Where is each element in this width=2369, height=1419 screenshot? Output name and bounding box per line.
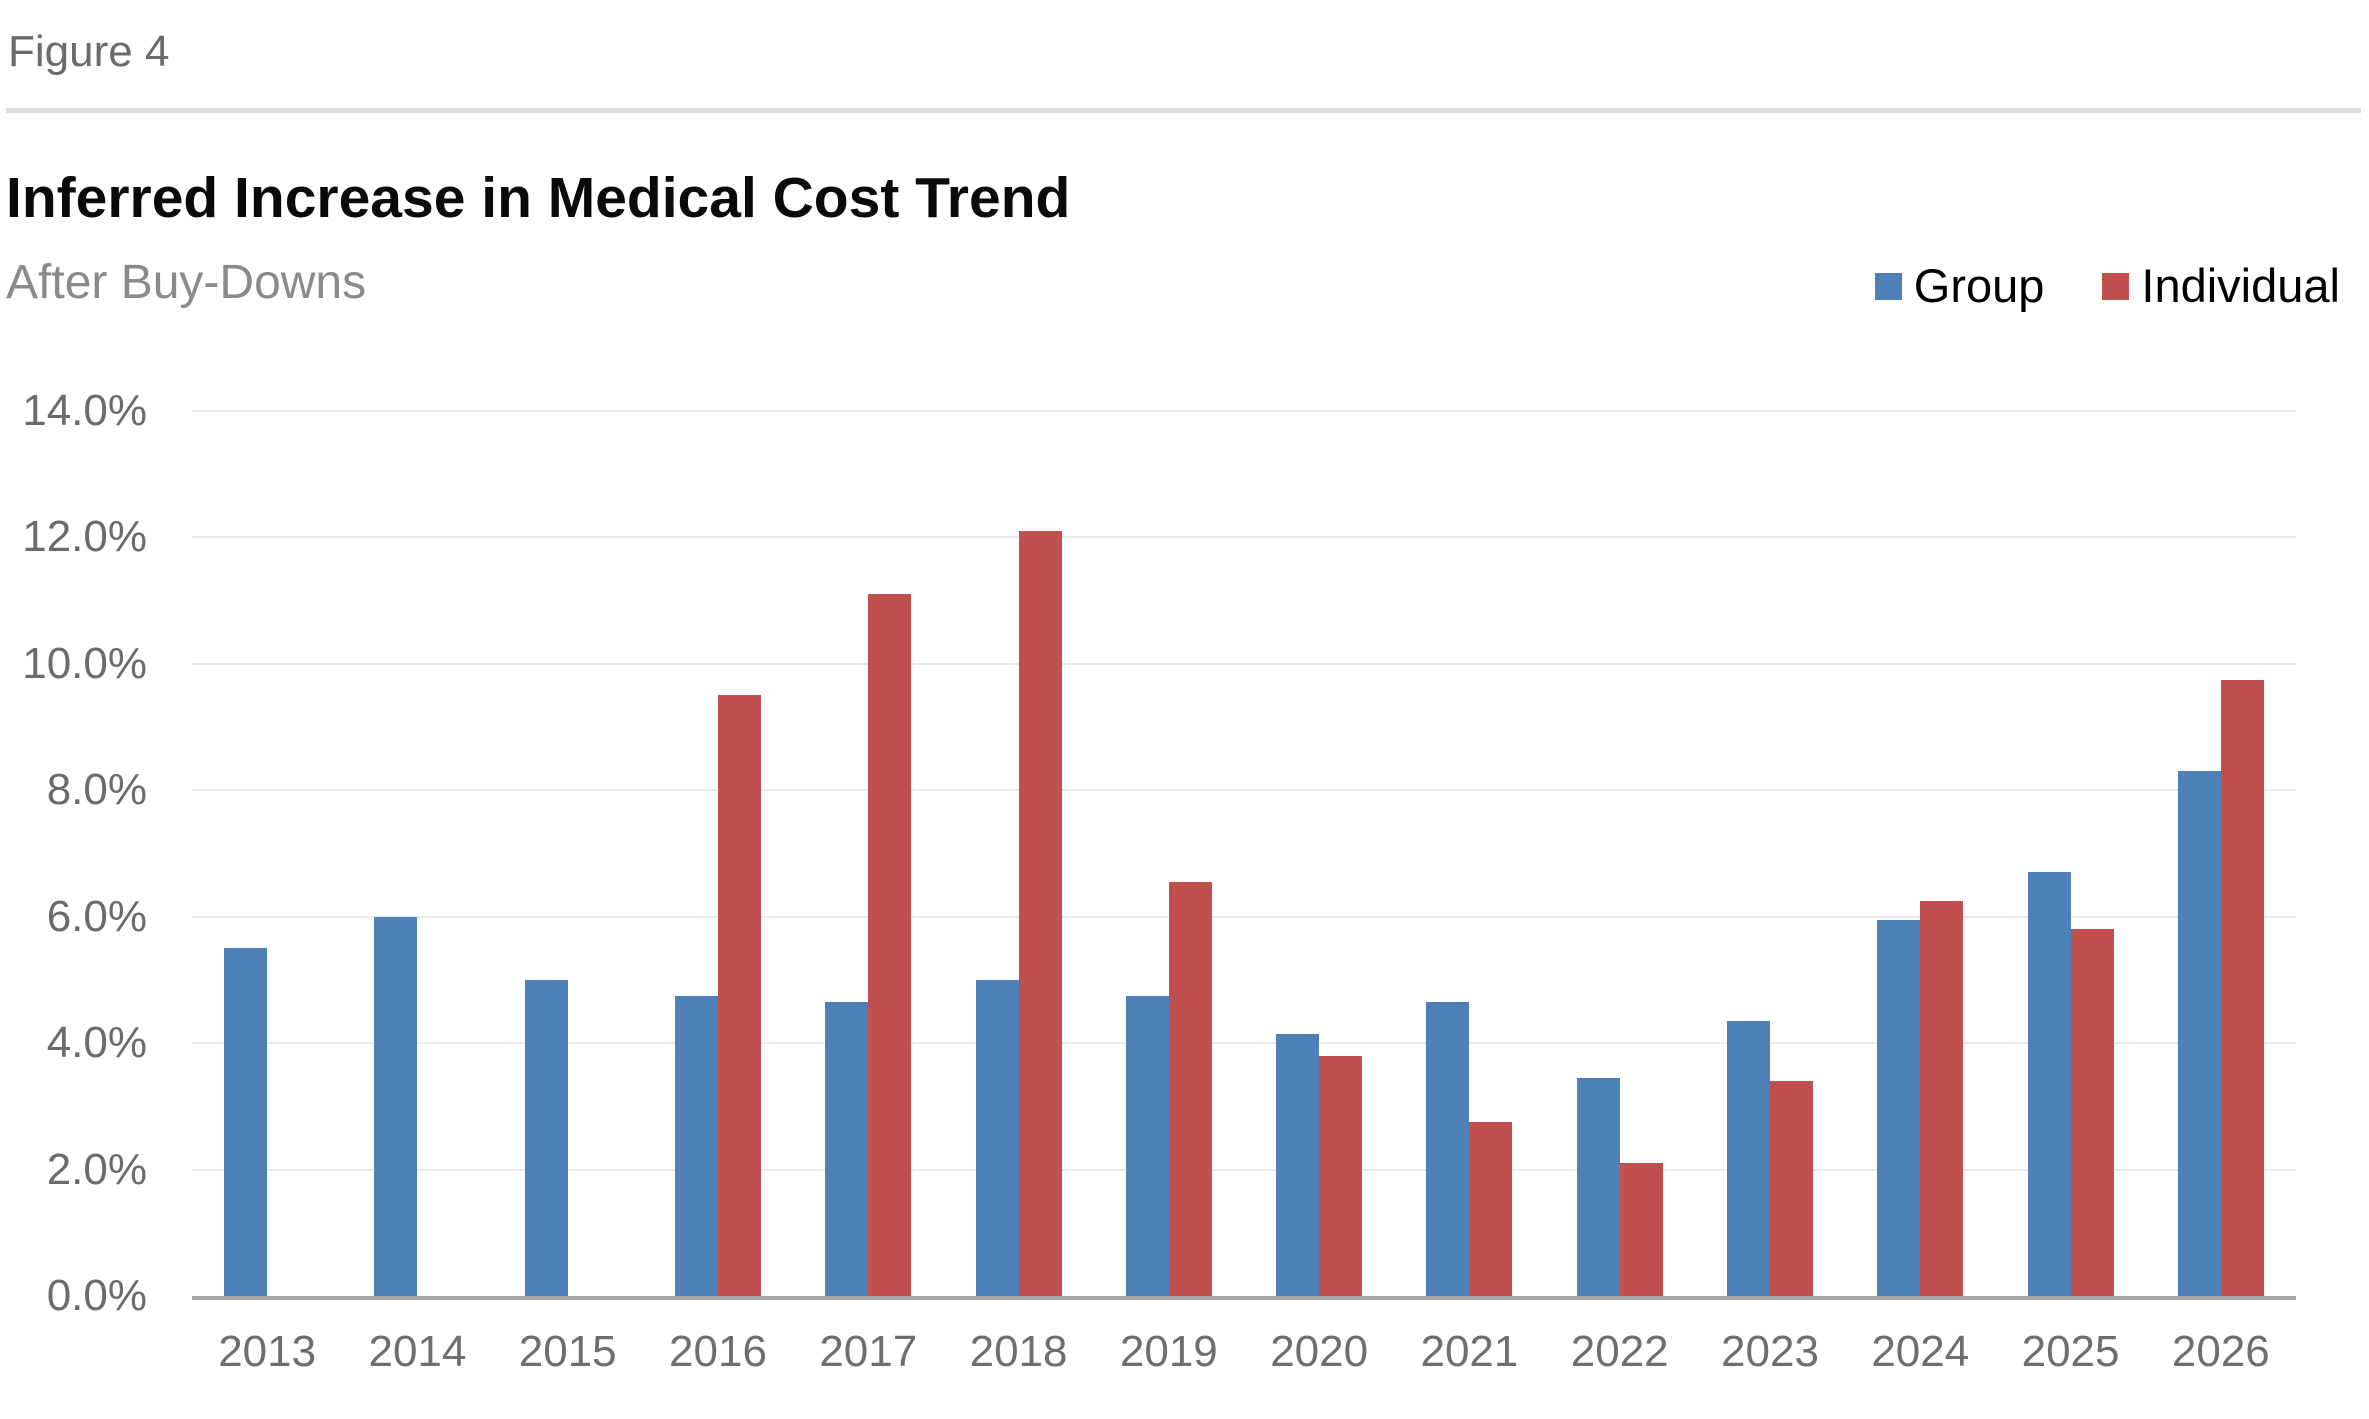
bar-individual-2025: [2070, 929, 2114, 1296]
header-divider: [6, 108, 2361, 113]
x-axis-tick-label-2013: 2013: [218, 1327, 317, 1376]
bar-individual-2023: [1770, 1081, 1813, 1296]
bar-individual-2022: [1619, 1163, 1663, 1296]
gridline-14.0%: [192, 410, 2296, 412]
bar-individual-2021: [1469, 1122, 1513, 1296]
chart-title: Inferred Increase in Medical Cost Trend: [6, 166, 1071, 230]
gridline-4.0%: [192, 1042, 2296, 1045]
bar-group-2025: [2027, 872, 2071, 1296]
y-axis-tick-label: 6.0%: [46, 891, 147, 941]
bar-individual-2026: [2220, 679, 2264, 1296]
x-axis-tick-label-2024: 2024: [1871, 1327, 1970, 1376]
bar-group-2024: [1877, 919, 1921, 1296]
figure-number-label: Figure 4: [8, 27, 170, 76]
gridline-6.0%: [192, 915, 2296, 918]
x-axis-tick-label-2023: 2023: [1721, 1327, 1819, 1376]
bar-group-2017: [825, 1002, 869, 1296]
gridline-10.0%: [192, 662, 2296, 665]
legend-swatch-individual: [2102, 272, 2130, 300]
bar-group-2014: [374, 916, 418, 1296]
x-axis-tick-label-2025: 2025: [2021, 1327, 2120, 1376]
bar-group-2013: [224, 948, 268, 1296]
bar-individual-2020: [1319, 1055, 1363, 1296]
bar-individual-2018: [1018, 531, 1062, 1296]
y-axis-tick-label: 2.0%: [46, 1144, 147, 1194]
bar-group-2019: [1125, 995, 1169, 1296]
y-axis-tick-label: 12.0%: [22, 512, 147, 562]
bar-group-2018: [975, 979, 1019, 1296]
bar-group-2021: [1426, 1002, 1470, 1296]
x-axis-tick-label-2016: 2016: [669, 1327, 767, 1376]
y-axis-tick-label: 14.0%: [22, 386, 147, 435]
y-axis-tick-label: 8.0%: [46, 765, 147, 815]
gridline-12.0%: [192, 536, 2296, 539]
bar-group-2020: [1276, 1033, 1320, 1296]
bar-individual-2019: [1168, 881, 1212, 1296]
bar-individual-2024: [1920, 900, 1964, 1296]
legend-label-group: Group: [1913, 259, 2045, 312]
x-axis-line: [192, 1296, 2296, 1300]
x-axis-tick-label-2017: 2017: [819, 1327, 918, 1376]
chart-subtitle: After Buy-Downs: [6, 256, 367, 309]
bar-group-2015: [524, 979, 568, 1296]
legend-label-individual: Individual: [2141, 259, 2340, 312]
gridline-8.0%: [192, 789, 2296, 792]
x-axis-tick-label-2015: 2015: [518, 1327, 617, 1376]
bar-group-2026: [2177, 771, 2221, 1296]
y-axis-tick-label: 0.0%: [46, 1271, 147, 1320]
x-axis-tick-label-2019: 2019: [1119, 1327, 1218, 1376]
bar-individual-2017: [868, 594, 912, 1296]
x-axis-tick-label-2020: 2020: [1270, 1327, 1369, 1376]
x-axis-tick-label-2014: 2014: [368, 1327, 467, 1376]
y-axis-tick-label: 10.0%: [22, 638, 147, 688]
x-axis-tick-label-2021: 2021: [1420, 1327, 1519, 1376]
legend-item-individual: Individual: [2102, 260, 2340, 312]
bar-group-2023: [1727, 1021, 1770, 1296]
bar-group-2022: [1576, 1077, 1620, 1296]
bar-group-2016: [675, 995, 718, 1296]
x-axis-tick-label-2022: 2022: [1570, 1327, 1669, 1376]
gridline-2.0%: [192, 1168, 2296, 1171]
x-axis-tick-label-2026: 2026: [2171, 1327, 2270, 1376]
y-axis-tick-label: 4.0%: [46, 1018, 147, 1068]
chart-legend: Group Individual: [1874, 259, 2340, 312]
legend-swatch-group: [1874, 272, 1902, 300]
legend-item-group: Group: [1874, 259, 2045, 312]
bar-individual-2016: [718, 695, 761, 1296]
x-axis-tick-label-2018: 2018: [969, 1327, 1068, 1376]
